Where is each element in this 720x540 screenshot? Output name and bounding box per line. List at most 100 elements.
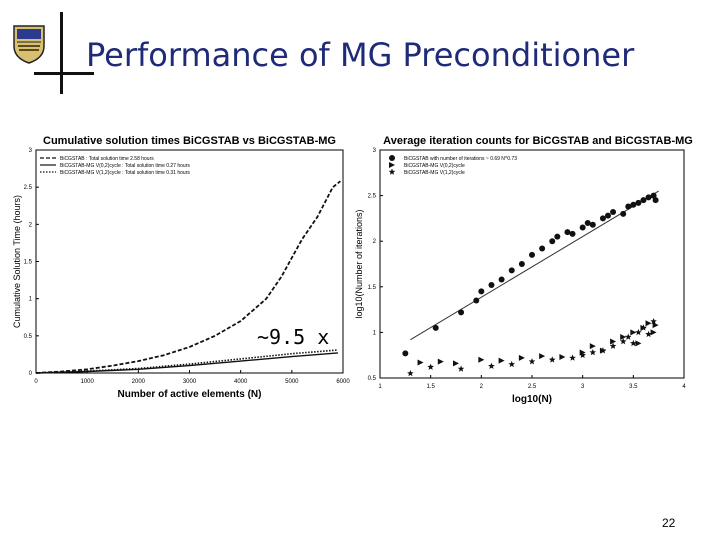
y-tick-label: 0.5 (24, 334, 33, 340)
data-point (589, 349, 597, 356)
data-point (599, 215, 606, 222)
chart-title: Average iteration counts for BiCGSTAB an… (383, 135, 693, 147)
data-point (645, 194, 652, 201)
legend-entry: BiCGSTAB-MG V(0,2)cycle : Total solution… (60, 163, 190, 169)
data-point (498, 357, 505, 364)
legend-entry: BiCGSTAB : Total solution time 2.58 hour… (60, 156, 154, 162)
data-point (635, 328, 642, 336)
data-point (548, 356, 556, 363)
data-point (528, 358, 536, 365)
data-point (478, 356, 485, 363)
data-point (529, 251, 535, 258)
data-point (508, 360, 516, 368)
data-point (417, 359, 424, 366)
x-tick-label: 5000 (285, 379, 299, 385)
x-tick-label: 2000 (132, 379, 146, 385)
data-point (579, 224, 586, 231)
data-point (457, 365, 465, 372)
data-point (554, 233, 561, 240)
data-point (549, 238, 556, 245)
data-point (402, 350, 409, 357)
data-point (458, 309, 465, 316)
y-axis-label: log10(Number of iterations) (354, 209, 364, 318)
legend-entry: BiCGSTAB-MG V(1,2)cycle (404, 170, 465, 176)
title-rule-horizontal (34, 72, 94, 75)
x-tick-label: 0 (34, 379, 38, 385)
data-point (624, 333, 632, 340)
data-point (625, 203, 632, 210)
data-point (473, 297, 480, 304)
data-point (610, 338, 617, 345)
x-tick-label: 2 (480, 384, 484, 390)
data-point (498, 276, 505, 283)
data-point (564, 229, 571, 236)
data-point (437, 358, 444, 365)
data-point (569, 354, 576, 361)
data-point (579, 351, 586, 358)
data-point (539, 353, 546, 360)
y-tick-label: 2 (373, 239, 377, 245)
legend-marker (389, 162, 395, 168)
x-tick-label: 3000 (183, 379, 197, 385)
x-axis-label: Number of active elements (N) (118, 389, 262, 400)
data-point (605, 212, 611, 219)
x-tick-label: 6000 (336, 379, 350, 385)
data-point (609, 342, 617, 349)
y-tick-label: 3 (373, 148, 377, 154)
data-point (640, 197, 647, 204)
x-tick-label: 2.5 (528, 384, 537, 390)
x-tick-label: 3 (581, 384, 585, 390)
fit-line (410, 190, 659, 341)
title-rule-vertical (60, 12, 63, 94)
data-point (453, 360, 459, 367)
x-tick-label: 1.5 (426, 384, 435, 390)
data-point (630, 201, 637, 208)
data-point (652, 322, 659, 329)
university-crest-logo (13, 25, 45, 64)
iteration-count-chart: Average iteration counts for BiCGSTAB an… (354, 135, 693, 405)
data-point (589, 221, 596, 228)
y-tick-label: 1.5 (368, 285, 377, 291)
data-point (508, 267, 515, 274)
cumulative-time-chart: Cumulative solution times BiCGSTAB vs Bi… (12, 135, 350, 400)
x-tick-label: 1000 (80, 379, 94, 385)
page-number: 22 (662, 516, 676, 530)
y-tick-label: 1 (29, 297, 33, 303)
data-point (569, 230, 576, 237)
data-point (599, 347, 607, 354)
data-point (488, 281, 495, 288)
chart-title: Cumulative solution times BiCGSTAB vs Bi… (43, 135, 336, 147)
data-point (630, 339, 637, 347)
y-tick-label: 1.5 (24, 260, 33, 266)
data-point (635, 340, 642, 347)
data-point (518, 261, 525, 267)
x-tick-label: 4 (682, 384, 686, 390)
legend-marker (389, 155, 395, 161)
data-point (650, 192, 657, 199)
y-tick-label: 0.5 (368, 376, 377, 382)
data-point (650, 329, 657, 336)
x-tick-label: 1 (378, 384, 382, 390)
y-axis-label: Cumulative Solution Time (hours) (12, 195, 22, 328)
x-tick-label: 3.5 (629, 384, 638, 390)
data-point (620, 333, 627, 340)
data-point (432, 324, 439, 331)
y-tick-label: 3 (29, 148, 33, 154)
data-point (645, 330, 652, 338)
series-line (35, 349, 338, 374)
data-point (610, 209, 617, 216)
series-line (35, 180, 341, 374)
data-point (488, 362, 495, 369)
data-point (478, 288, 485, 295)
data-point (518, 354, 525, 361)
legend-entry: BiCGSTAB-MG V(1,2)cycle : Total solution… (60, 170, 190, 176)
data-point (650, 318, 657, 325)
x-tick-label: 4000 (234, 379, 248, 385)
slide-title: Performance of MG Preconditioner (86, 36, 635, 74)
data-point (630, 329, 637, 336)
data-point (619, 338, 627, 345)
data-point (407, 369, 414, 377)
data-point (645, 320, 652, 327)
x-axis-label: log10(N) (512, 394, 552, 405)
data-point (620, 210, 627, 217)
